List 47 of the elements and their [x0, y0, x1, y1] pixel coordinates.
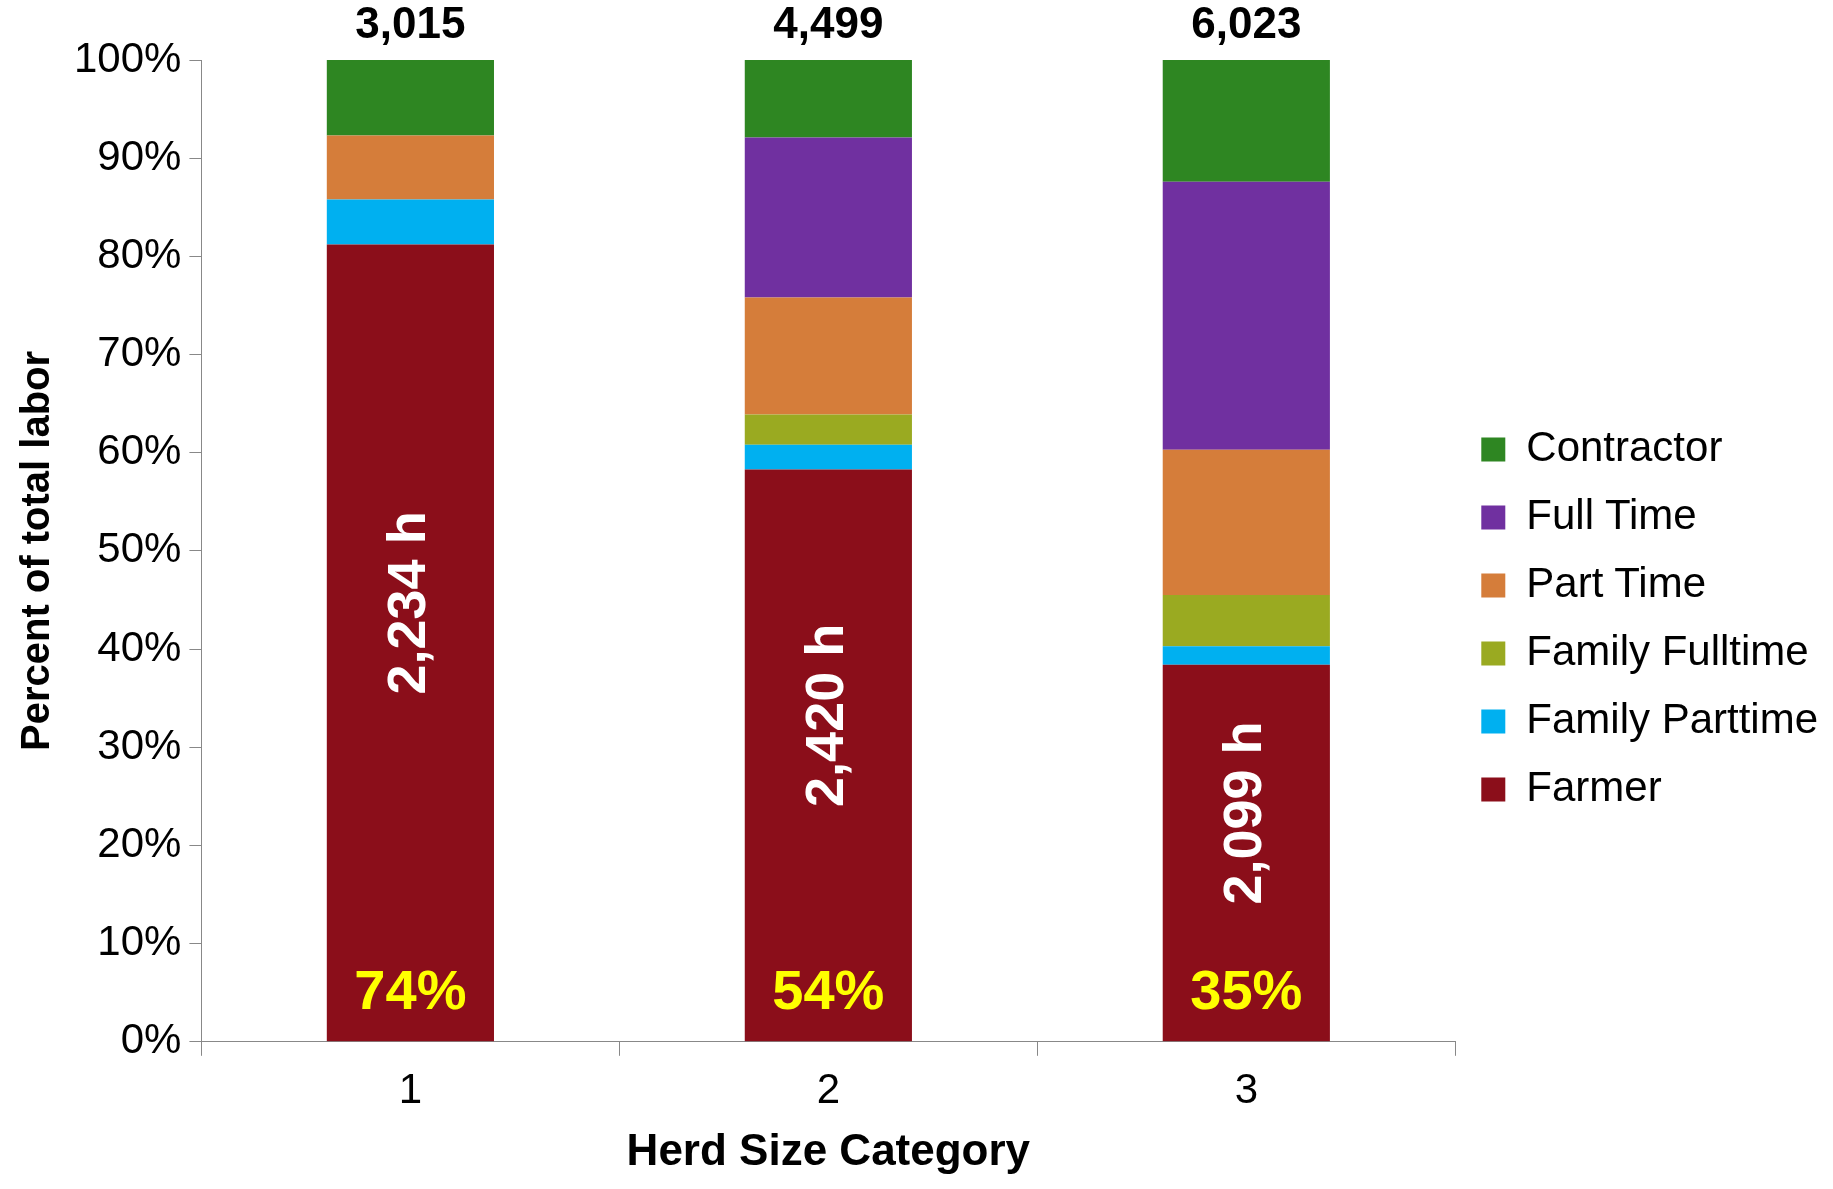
annotation: 2,099 h: [1212, 721, 1273, 905]
y-tick-label: 10%: [97, 917, 182, 965]
y-tick-label: 40%: [97, 622, 182, 670]
annotation: 2,420 h: [794, 623, 855, 807]
bar: [1162, 664, 1330, 1042]
bar: [1162, 646, 1330, 665]
y-tick-label: 50%: [97, 524, 182, 572]
bar: [744, 60, 912, 138]
bar: [1162, 449, 1330, 596]
bar: [744, 414, 912, 445]
bar: [1162, 595, 1330, 647]
y-axis-title: Percent of total labor: [13, 350, 58, 751]
text: 4,499: [773, 0, 884, 48]
text: 3,015: [355, 0, 466, 48]
bar: [1162, 181, 1330, 450]
legend-label: Part Time: [1526, 559, 1707, 607]
legend-label: Farmer: [1526, 763, 1662, 811]
x-tick-label: 3: [1234, 1064, 1258, 1112]
y-tick-label: 100%: [74, 33, 182, 81]
legend-label: Family Parttime: [1526, 695, 1818, 743]
bar: [326, 60, 494, 136]
bar: [744, 297, 912, 415]
bar: [1162, 60, 1330, 182]
y-tick-label: 70%: [97, 328, 182, 376]
x-axis-title: Herd Size Category: [626, 1124, 1031, 1174]
bar: [744, 137, 912, 298]
text: 6,023: [1191, 0, 1302, 48]
legend-label: Contractor: [1526, 423, 1723, 471]
y-tick-label: 0%: [120, 1015, 182, 1063]
x-tick-label: 2: [816, 1064, 841, 1112]
annotation: 35%: [1190, 958, 1303, 1022]
legend-label: Full Time: [1526, 491, 1697, 539]
legend-label: Family Fulltime: [1526, 627, 1809, 675]
y-tick-label: 60%: [97, 426, 182, 474]
bar: [744, 469, 912, 1042]
annotation: 54%: [772, 958, 885, 1022]
y-tick-label: 30%: [97, 720, 182, 768]
bar: [326, 135, 494, 200]
annotation: 74%: [354, 958, 467, 1022]
x-tick-label: 1: [398, 1064, 423, 1112]
y-tick-label: 20%: [97, 819, 182, 867]
y-tick-label: 80%: [97, 229, 182, 277]
annotation: 2,234 h: [376, 511, 437, 695]
bar: [326, 244, 494, 1042]
bar: [744, 444, 912, 470]
bar: [326, 199, 494, 245]
y-tick-label: 90%: [97, 131, 182, 179]
